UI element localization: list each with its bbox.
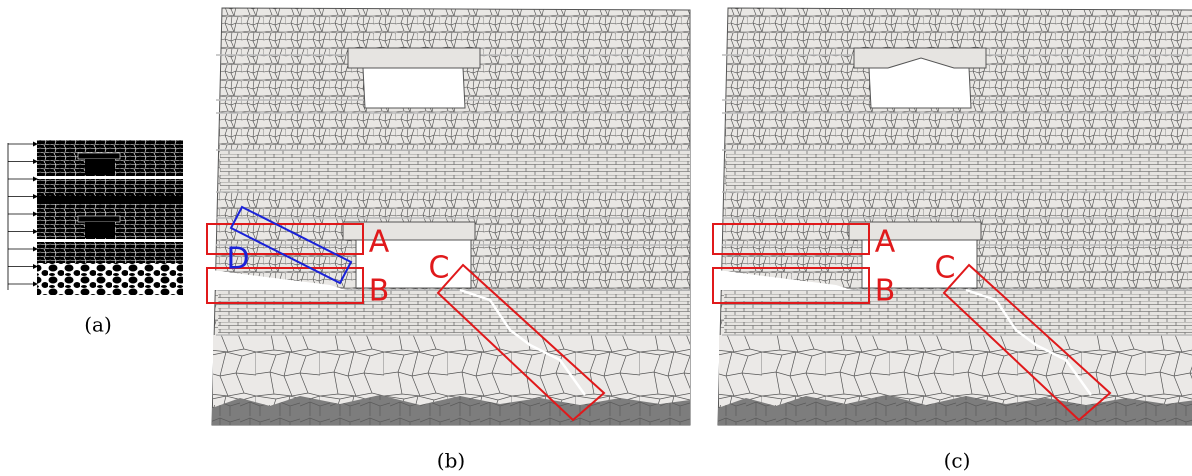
large-stones <box>719 335 1192 405</box>
brick-band <box>220 150 690 192</box>
brick-band <box>726 150 1192 192</box>
region-label: B <box>875 274 896 309</box>
panel-caption: (a) <box>84 313 112 337</box>
region-label: A <box>369 225 390 260</box>
brick-band <box>218 290 690 335</box>
panel-a <box>8 140 183 295</box>
region-label: B <box>369 274 390 309</box>
region-label: C <box>935 251 956 286</box>
figure: (a)ABCD(b)ABC(c) <box>0 0 1192 476</box>
lintel <box>348 48 480 68</box>
region-label: A <box>875 225 896 260</box>
region-label: C <box>429 251 450 286</box>
wall-panel: AB C D (b) <box>207 8 690 473</box>
brick-band <box>724 290 1192 335</box>
window-opening <box>363 68 465 108</box>
region-label: D <box>226 242 249 277</box>
panel-caption: (b) <box>437 449 465 473</box>
wall-panel: AB C (c) <box>713 8 1192 473</box>
large-stones <box>213 335 690 405</box>
panel-caption: (c) <box>944 449 971 473</box>
